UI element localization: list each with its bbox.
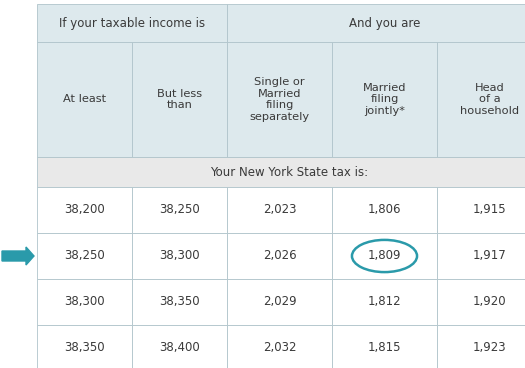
Bar [332, 233, 437, 279]
Bar [37, 4, 227, 42]
Bar [132, 325, 227, 368]
Text: Head
of a
household: Head of a household [460, 83, 519, 116]
Text: 38,350: 38,350 [159, 296, 200, 308]
Text: And you are: And you are [349, 17, 420, 29]
Text: 2,026: 2,026 [262, 250, 296, 262]
Bar [37, 187, 132, 233]
Bar [37, 42, 132, 157]
FancyArrow shape [2, 247, 34, 265]
Text: 1,812: 1,812 [368, 296, 401, 308]
Bar [132, 233, 227, 279]
Bar [332, 279, 437, 325]
Bar [332, 325, 437, 368]
Text: 2,023: 2,023 [262, 204, 296, 216]
Bar [332, 42, 437, 157]
Bar [437, 233, 525, 279]
Text: 1,917: 1,917 [472, 250, 507, 262]
Bar [437, 279, 525, 325]
Text: 1,806: 1,806 [368, 204, 401, 216]
Bar [227, 4, 525, 42]
Bar [37, 279, 132, 325]
Text: 38,300: 38,300 [64, 296, 105, 308]
Bar [227, 325, 332, 368]
Text: At least: At least [63, 95, 106, 105]
Text: 38,250: 38,250 [64, 250, 105, 262]
Text: Single or
Married
filing
separately: Single or Married filing separately [249, 77, 310, 122]
Bar [132, 187, 227, 233]
Text: But less
than: But less than [157, 89, 202, 110]
Bar [437, 325, 525, 368]
Bar [437, 42, 525, 157]
Text: If your taxable income is: If your taxable income is [59, 17, 205, 29]
Bar [227, 187, 332, 233]
Text: 1,815: 1,815 [368, 342, 401, 354]
Text: 2,032: 2,032 [262, 342, 296, 354]
Bar [227, 279, 332, 325]
Text: 1,915: 1,915 [472, 204, 506, 216]
Bar [37, 325, 132, 368]
Text: 1,809: 1,809 [368, 250, 401, 262]
Text: 38,400: 38,400 [159, 342, 200, 354]
Text: 38,250: 38,250 [159, 204, 200, 216]
Text: 38,200: 38,200 [64, 204, 105, 216]
Bar [437, 187, 525, 233]
Bar [332, 187, 437, 233]
Text: Your New York State tax is:: Your New York State tax is: [211, 166, 369, 178]
Text: 38,350: 38,350 [64, 342, 105, 354]
Text: 2,029: 2,029 [262, 296, 296, 308]
Bar [227, 42, 332, 157]
Text: 38,300: 38,300 [159, 250, 200, 262]
Bar [37, 157, 525, 187]
Bar [132, 279, 227, 325]
Bar [37, 233, 132, 279]
Bar [132, 42, 227, 157]
Text: 1,920: 1,920 [472, 296, 506, 308]
Text: 1,923: 1,923 [472, 342, 506, 354]
Text: Married
filing
jointly*: Married filing jointly* [363, 83, 406, 116]
Bar [227, 233, 332, 279]
